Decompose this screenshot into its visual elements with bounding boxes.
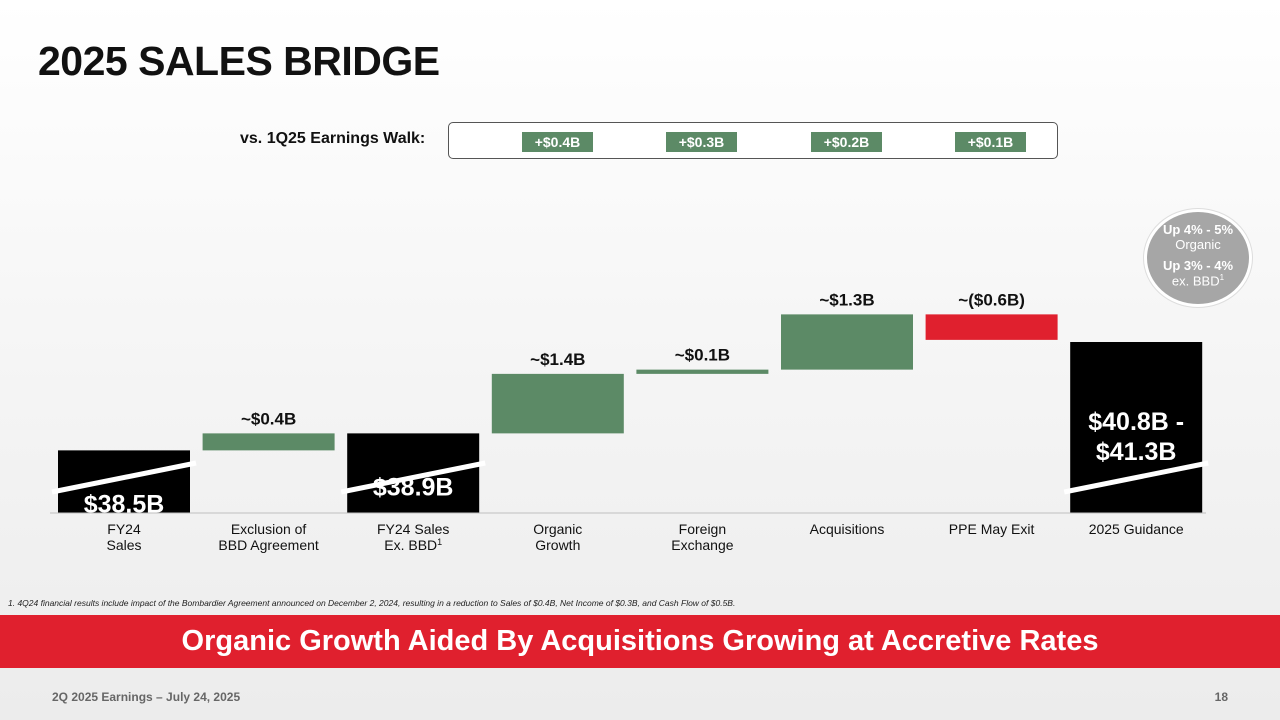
walk-item-fx: +$0.3B bbox=[666, 132, 737, 152]
earnings-walk-box: +$0.4B +$0.3B +$0.2B +$0.1B bbox=[448, 122, 1058, 159]
category-label-1-0: Exclusion of bbox=[231, 521, 307, 537]
bar-increase-5 bbox=[781, 314, 913, 370]
bar-value-label-2-0: $38.9B bbox=[373, 473, 454, 501]
walk-item-ppe: +$0.1B bbox=[955, 132, 1026, 152]
category-label-4-1: Exchange bbox=[671, 537, 733, 553]
bar-value-label-7-1: $41.3B bbox=[1096, 438, 1177, 466]
circle-exbbd-range: Up 3% - 4% bbox=[1162, 258, 1234, 273]
category-superscript-2: 1 bbox=[437, 537, 442, 547]
category-label-5-0: Acquisitions bbox=[810, 521, 885, 537]
footnote: 1. 4Q24 financial results include impact… bbox=[8, 598, 736, 608]
bar-value-label-6: ~($0.6B) bbox=[958, 290, 1025, 309]
bar-value-label-1: ~$0.4B bbox=[241, 409, 296, 428]
circle-exbbd-label: ex. BBD1 bbox=[1171, 273, 1225, 289]
earnings-walk-label: vs. 1Q25 Earnings Walk: bbox=[240, 130, 426, 147]
category-label-2-1: Ex. BBD1 bbox=[384, 537, 442, 553]
bar-increase-4 bbox=[636, 369, 769, 374]
growth-callout-circle: Up 4% - 5% Organic Up 3% - 4% ex. BBD1 bbox=[1144, 209, 1252, 307]
bar-total-2 bbox=[347, 433, 480, 513]
page-title: 2025 SALES BRIDGE bbox=[38, 38, 440, 84]
bar-total-0 bbox=[58, 450, 190, 513]
bar-value-label-4: ~$0.1B bbox=[675, 346, 730, 365]
walk-item-organic: +$0.4B bbox=[522, 132, 593, 152]
axis-break-0 bbox=[51, 460, 197, 495]
bar-value-label-5: ~$1.3B bbox=[819, 290, 874, 309]
category-label-0-1: Sales bbox=[106, 537, 141, 553]
category-label-3-0: Organic bbox=[533, 521, 582, 537]
axis-break-7 bbox=[1063, 460, 1209, 495]
category-label-6-0: PPE May Exit bbox=[949, 521, 1035, 537]
category-label-0-0: FY24 bbox=[107, 521, 141, 537]
bar-decrease-6 bbox=[925, 314, 1058, 340]
category-label-7-0: 2025 Guidance bbox=[1089, 521, 1184, 537]
waterfall-chart: $38.5B ~$0.4B $38.9B ~$1.4B ~$0.1B ~$1.3B ~($0… bbox=[50, 290, 1209, 553]
category-label-1-1: BBD Agreement bbox=[218, 537, 318, 553]
takeaway-banner: Organic Growth Aided By Acquisitions Gro… bbox=[0, 615, 1280, 668]
bar-value-label-0-0: $38.5B bbox=[84, 490, 165, 518]
axis-break-2 bbox=[340, 460, 486, 495]
footer-date: 2Q 2025 Earnings – July 24, 2025 bbox=[52, 690, 241, 704]
page-number: 18 bbox=[1214, 690, 1228, 704]
circle-organic-label: Organic bbox=[1175, 237, 1221, 252]
category-label-4-0: Foreign bbox=[679, 521, 726, 537]
bar-value-label-3: ~$1.4B bbox=[530, 350, 585, 369]
bar-value-label-7-0: $40.8B - bbox=[1088, 408, 1184, 436]
walk-item-acquisitions: +$0.2B bbox=[811, 132, 882, 152]
bar-increase-1 bbox=[202, 433, 335, 451]
category-label-2-0: FY24 Sales bbox=[377, 521, 449, 537]
bar-increase-3 bbox=[491, 373, 624, 434]
category-label-3-1: Growth bbox=[535, 537, 580, 553]
circle-organic-range: Up 4% - 5% bbox=[1162, 222, 1234, 237]
